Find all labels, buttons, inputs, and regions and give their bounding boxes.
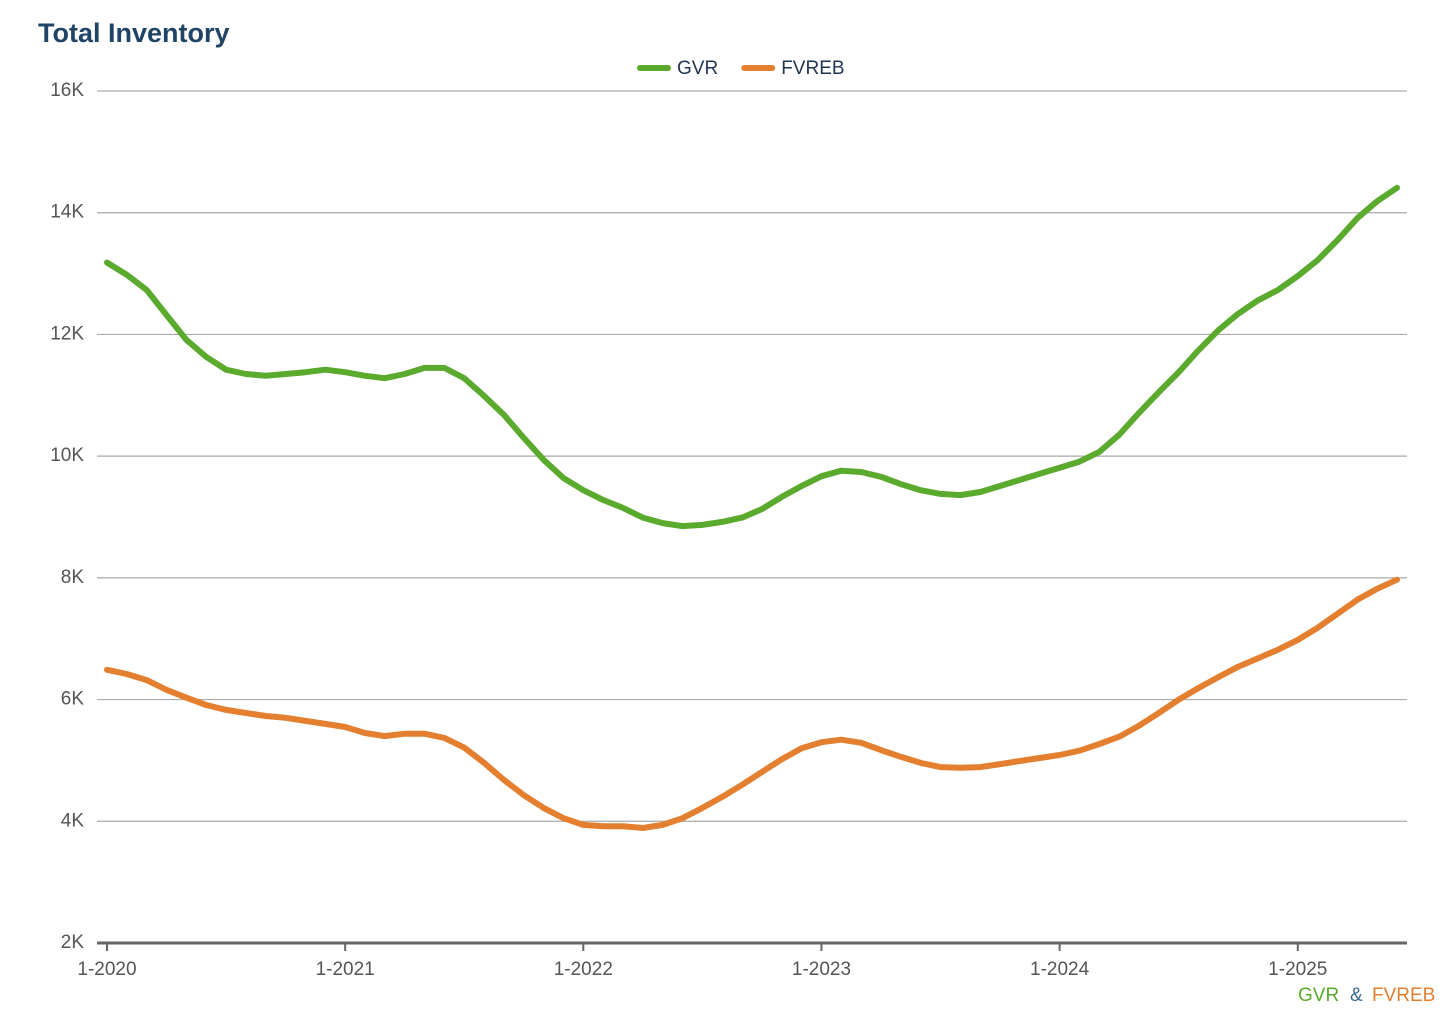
chart-title: Total Inventory xyxy=(38,18,230,48)
legend-label: GVR xyxy=(677,58,718,79)
x-tick-label: 1-2021 xyxy=(316,959,375,980)
y-tick-label: 4K xyxy=(61,810,85,831)
legend: GVR FVREB xyxy=(637,58,845,79)
footer-text: GVR xyxy=(1298,985,1339,1006)
line-series xyxy=(104,576,1400,831)
y-tick-label: 10K xyxy=(50,445,84,466)
y-tick-label: 14K xyxy=(50,202,84,223)
x-tick-label: 1-2022 xyxy=(554,959,613,980)
x-tick-label: 1-2025 xyxy=(1268,959,1327,980)
y-tick-label: 2K xyxy=(61,932,85,953)
x-tick-label: 1-2023 xyxy=(792,959,851,980)
footer-text: & xyxy=(1350,985,1363,1006)
y-tick-label: 6K xyxy=(61,689,85,710)
y-tick-label: 12K xyxy=(50,323,84,344)
x-tick-label: 1-2024 xyxy=(1030,959,1090,980)
line-series xyxy=(104,184,1400,530)
footer-text: FVREB xyxy=(1372,985,1435,1006)
legend-label: FVREB xyxy=(781,58,844,79)
y-tick-label: 8K xyxy=(61,567,85,588)
x-tick-label: 1-2020 xyxy=(77,959,136,980)
y-tick-label: 16K xyxy=(50,80,84,101)
